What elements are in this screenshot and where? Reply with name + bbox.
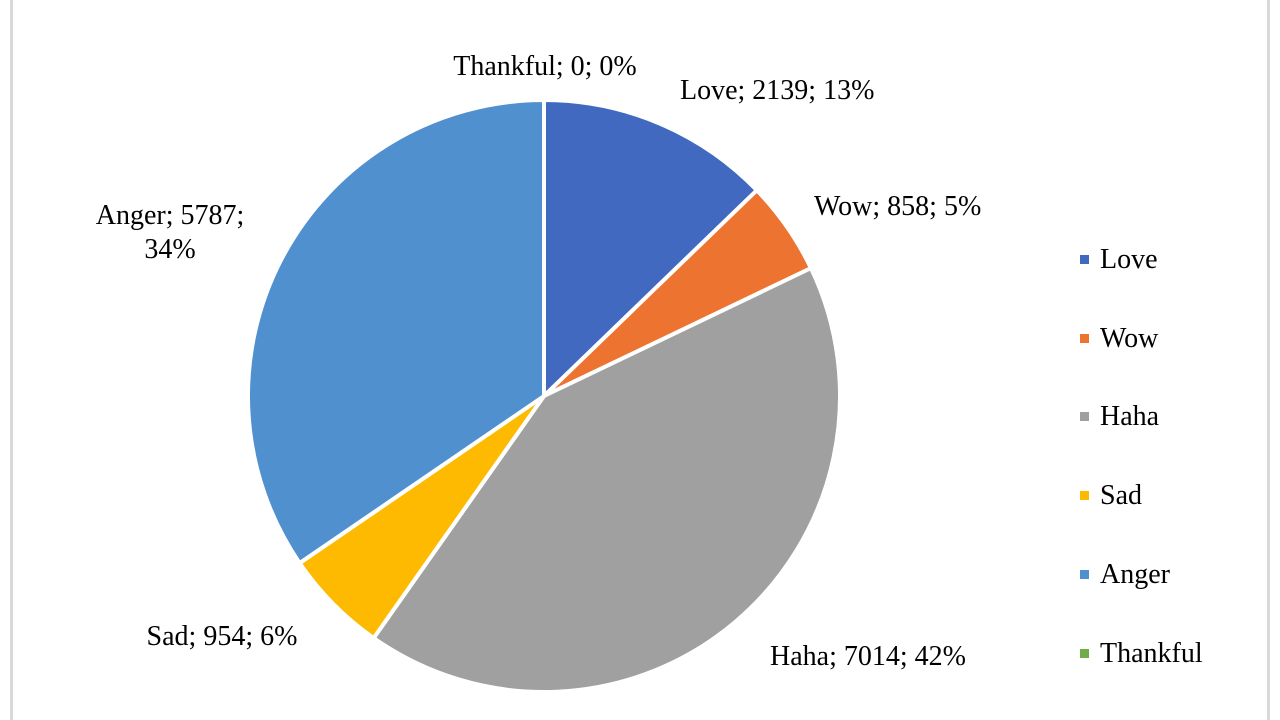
legend-swatch-sad: [1080, 491, 1089, 500]
legend-item-sad: Sad: [1080, 480, 1142, 511]
data-label-anger-line2: 34%: [144, 234, 195, 265]
legend-item-anger: Anger: [1080, 559, 1171, 590]
pie-slice-love: [542, 98, 759, 398]
pie-slices: [246, 98, 842, 694]
frame-border-right: [1267, 0, 1270, 720]
pie-slice-haha: [371, 266, 842, 694]
legend-label-wow: Wow: [1100, 323, 1159, 354]
data-label-thankful: Thankful; 0; 0%: [453, 51, 637, 82]
data-label-wow: Wow; 858; 5%: [814, 191, 981, 222]
legend-label-haha: Haha: [1100, 401, 1160, 432]
legend-swatch-thankful: [1080, 649, 1089, 658]
frame-border-left: [10, 0, 13, 720]
legend-swatch-wow: [1080, 334, 1089, 343]
pie-slice-anger: [246, 98, 546, 566]
legend-item-haha: Haha: [1080, 401, 1160, 432]
legend-swatch-anger: [1080, 570, 1089, 579]
legend-item-love: Love: [1080, 244, 1158, 275]
legend-swatch-love: [1080, 255, 1089, 264]
legend-label-anger: Anger: [1100, 559, 1171, 590]
legend-label-sad: Sad: [1100, 480, 1142, 511]
legend: Love Wow Haha Sad Anger Thankful: [1080, 244, 1203, 669]
legend-item-wow: Wow: [1080, 323, 1159, 354]
data-label-haha: Haha; 7014; 42%: [770, 641, 966, 672]
legend-swatch-haha: [1080, 412, 1089, 421]
data-label-anger-line1: Anger; 5787;: [96, 200, 245, 231]
legend-label-love: Love: [1100, 244, 1158, 275]
legend-label-thankful: Thankful: [1100, 638, 1203, 669]
data-label-love: Love; 2139; 13%: [680, 75, 874, 106]
data-labels: Thankful; 0; 0% Love; 2139; 13% Wow; 858…: [96, 51, 982, 672]
data-label-sad: Sad; 954; 6%: [147, 621, 298, 652]
legend-item-thankful: Thankful: [1080, 638, 1203, 669]
